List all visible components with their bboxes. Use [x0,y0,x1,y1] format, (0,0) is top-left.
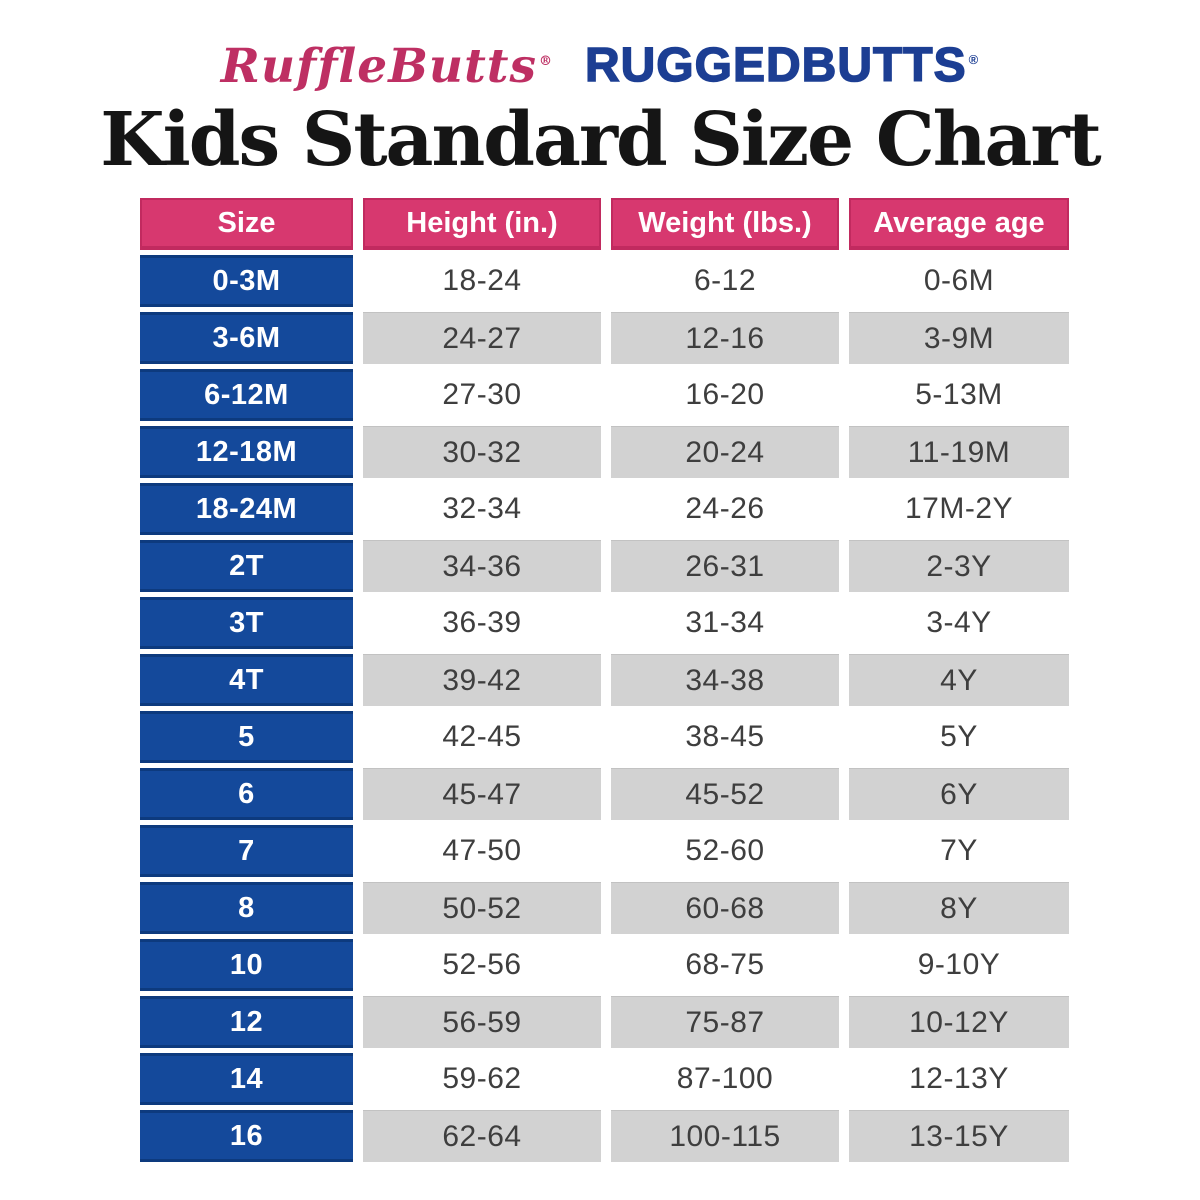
size-cell-3-6m: 3-6M [140,312,353,365]
data-cell: 52-60 [611,825,839,878]
rufflebutts-logo: RuffleButts ® [221,43,553,90]
header-cell-average-age: Average age [849,198,1069,251]
data-cell: 6Y [849,768,1069,821]
data-cell: 7Y [849,825,1069,878]
data-cell: 31-34 [611,597,839,650]
data-cell: 17M-2Y [849,483,1069,536]
data-cell: 24-27 [363,312,601,365]
size-cell-12: 12 [140,996,353,1049]
data-cell: 3-4Y [849,597,1069,650]
data-cell: 0-6M [849,255,1069,308]
data-cell: 10-12Y [849,996,1069,1049]
data-cell: 5Y [849,711,1069,764]
data-cell: 32-34 [363,483,601,536]
brand-logos: RuffleButts ® RUGGEDBUTTS ® [0,0,1200,92]
data-cell: 52-56 [363,939,601,992]
data-cell: 18-24 [363,255,601,308]
data-cell: 30-32 [363,426,601,479]
data-cell: 59-62 [363,1053,601,1106]
data-cell: 2-3Y [849,540,1069,593]
data-cell: 38-45 [611,711,839,764]
size-cell-16: 16 [140,1110,353,1163]
data-cell: 62-64 [363,1110,601,1163]
data-cell: 42-45 [363,711,601,764]
ruggedbutts-wordmark: RUGGEDBUTTS [584,39,967,92]
data-cell: 100-115 [611,1110,839,1163]
data-cell: 68-75 [611,939,839,992]
size-cell-2t: 2T [140,540,353,593]
size-cell-14: 14 [140,1053,353,1106]
data-cell: 34-38 [611,654,839,707]
data-cell: 45-52 [611,768,839,821]
registered-trademark-icon: ® [538,54,553,70]
data-cell: 24-26 [611,483,839,536]
data-cell: 50-52 [363,882,601,935]
data-cell: 34-36 [363,540,601,593]
size-cell-4t: 4T [140,654,353,707]
size-cell-0-3m: 0-3M [140,255,353,308]
size-table: Size Height (in.) Weight (lbs.) Average age… [140,198,1069,1163]
header-cell-height-in: Height (in.) [363,198,601,251]
size-cell-18-24m: 18-24M [140,483,353,536]
size-cell-10: 10 [140,939,353,992]
data-cell: 3-9M [849,312,1069,365]
size-cell-5: 5 [140,711,353,764]
data-cell: 5-13M [849,369,1069,422]
data-cell: 12-13Y [849,1053,1069,1106]
data-cell: 20-24 [611,426,839,479]
registered-trademark-icon: ® [968,52,980,67]
data-cell: 47-50 [363,825,601,878]
data-cell: 60-68 [611,882,839,935]
data-cell: 13-15Y [849,1110,1069,1163]
data-cell: 6-12 [611,255,839,308]
size-cell-3t: 3T [140,597,353,650]
size-cell-8: 8 [140,882,353,935]
size-cell-6-12m: 6-12M [140,369,353,422]
data-cell: 8Y [849,882,1069,935]
data-cell: 39-42 [363,654,601,707]
page-title: Kids Standard Size Chart [100,97,1101,183]
data-cell: 9-10Y [849,939,1069,992]
data-cell: 36-39 [363,597,601,650]
data-cell: 12-16 [611,312,839,365]
size-cell-6: 6 [140,768,353,821]
data-cell: 56-59 [363,996,601,1049]
size-cell-12-18m: 12-18M [140,426,353,479]
data-cell: 11-19M [849,426,1069,479]
header-cell-size: Size [140,198,353,251]
data-cell: 4Y [849,654,1069,707]
ruggedbutts-logo: RUGGEDBUTTS ® [584,39,980,92]
data-cell: 16-20 [611,369,839,422]
data-cell: 75-87 [611,996,839,1049]
data-cell: 26-31 [611,540,839,593]
data-cell: 27-30 [363,369,601,422]
size-cell-7: 7 [140,825,353,878]
data-cell: 87-100 [611,1053,839,1106]
rufflebutts-wordmark: RuffleButts [220,39,537,94]
data-cell: 45-47 [363,768,601,821]
header-cell-weight-lbs: Weight (lbs.) [611,198,839,251]
